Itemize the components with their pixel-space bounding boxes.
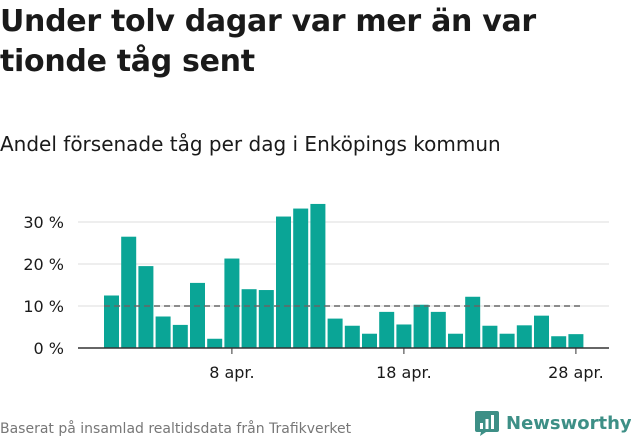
bar xyxy=(430,311,446,348)
axes: 0 % 10 % 20 % 30 % 8 apr. 18 apr. 28 apr. xyxy=(23,213,609,382)
y-tick-label: 10 % xyxy=(23,297,64,316)
bars xyxy=(104,203,584,348)
x-tick-label: 18 apr. xyxy=(376,363,432,382)
bar xyxy=(138,266,154,348)
bar xyxy=(276,216,291,348)
bar xyxy=(207,338,223,348)
x-tick-label: 28 apr. xyxy=(548,363,604,382)
bar xyxy=(379,311,395,348)
bar-chart: 0 % 10 % 20 % 30 % 8 apr. 18 apr. 28 apr. xyxy=(23,203,609,382)
bar xyxy=(327,318,343,348)
bar xyxy=(568,334,584,348)
bar xyxy=(310,203,326,348)
y-tick-label: 0 % xyxy=(34,339,64,358)
bar xyxy=(258,290,274,348)
bar xyxy=(155,316,171,348)
bar xyxy=(190,282,205,348)
bar xyxy=(499,333,515,348)
newsworthy-logo-icon xyxy=(475,410,499,436)
bar xyxy=(121,236,137,348)
bar xyxy=(241,289,257,348)
bar xyxy=(516,325,532,348)
bar xyxy=(293,208,309,348)
chart-subtitle: Andel försenade tåg per dag i Enköpings … xyxy=(0,132,501,156)
bar xyxy=(534,315,549,348)
x-tick-label: 8 apr. xyxy=(209,363,254,382)
bar xyxy=(362,333,377,348)
source-note: Baserat på insamlad realtidsdata från Tr… xyxy=(0,421,352,437)
bar xyxy=(396,324,412,348)
y-tick-label: 20 % xyxy=(23,255,64,274)
newsworthy-logo-text: Newsworthy xyxy=(506,412,631,434)
bar xyxy=(465,296,481,348)
bar xyxy=(344,325,360,348)
bar xyxy=(448,333,463,348)
newsworthy-logo[interactable]: Newsworthy xyxy=(474,407,631,439)
bar xyxy=(551,336,567,348)
bar xyxy=(482,325,498,348)
bar xyxy=(172,324,188,348)
gridlines xyxy=(78,221,609,307)
chart-title: Under tolv dagar var mer än var tionde t… xyxy=(0,4,536,79)
bar xyxy=(413,304,429,348)
y-tick-label: 30 % xyxy=(23,213,64,232)
bar xyxy=(224,258,240,348)
bar xyxy=(104,295,119,348)
